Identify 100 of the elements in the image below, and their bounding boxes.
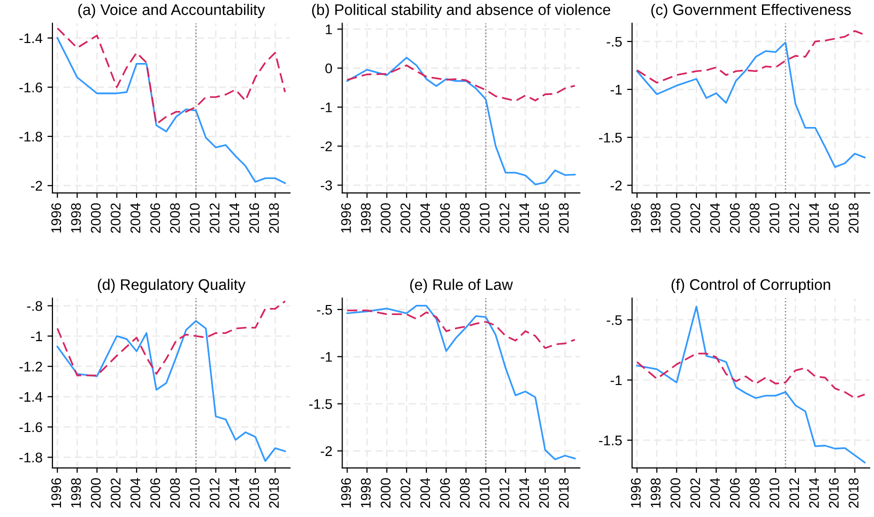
y-tick-label: -1.6	[19, 422, 42, 432]
x-tick-label: 2016	[539, 478, 549, 508]
y-tick-label: -3	[320, 180, 332, 190]
x-tick-label: 2000	[380, 478, 391, 508]
x-tick-label: 2010	[480, 478, 490, 508]
chart-title: (a) Voice and Accountability	[78, 4, 266, 18]
x-tick-label: 2000	[670, 203, 680, 233]
x-tick-label: 2008	[460, 478, 470, 508]
x-tick-label: 1998	[360, 203, 371, 233]
y-tick-label: -1.2	[19, 362, 42, 372]
x-tick-label: 2018	[558, 203, 569, 233]
x-tick-label: 2004	[710, 203, 720, 233]
line-series	[636, 30, 866, 84]
y-tick-label: 1	[326, 24, 332, 34]
x-tick-label: 2006	[440, 203, 450, 233]
y-tick-label: -2	[320, 446, 332, 456]
line-series	[56, 27, 286, 125]
x-tick-label: 2000	[670, 478, 680, 508]
x-tick-label: 1998	[71, 203, 81, 233]
x-tick-label: 2010	[480, 203, 490, 233]
x-tick-label: 2008	[170, 203, 180, 233]
x-tick-label: 2016	[828, 203, 839, 233]
x-tick-label: 2018	[269, 203, 279, 233]
y-tick-label: -.8	[27, 301, 42, 311]
x-tick-label: 1996	[630, 478, 641, 508]
x-tick-label: 2010	[190, 478, 200, 508]
x-tick-label: 1998	[71, 478, 81, 508]
x-tick-label: 2006	[440, 478, 450, 508]
x-tick-label: 2010	[769, 478, 780, 508]
x-tick-label: 2016	[828, 478, 839, 508]
x-tick-label: 2002	[110, 203, 121, 233]
x-tick-label: 2014	[809, 478, 819, 508]
chart-title: (d) Regulatory Quality	[98, 278, 246, 294]
y-tick-label: -2	[610, 180, 622, 190]
x-tick-label: 2010	[769, 203, 780, 233]
x-tick-label: 2012	[789, 478, 800, 508]
y-tick-label: -2	[30, 180, 42, 191]
x-tick-label: 2014	[229, 203, 240, 233]
line-series	[346, 56, 576, 186]
x-tick-label: 2002	[400, 203, 410, 233]
y-tick-label: -1	[320, 352, 332, 362]
x-tick-label: 2002	[400, 478, 410, 508]
x-tick-label: 2002	[690, 203, 700, 233]
x-tick-label: 2016	[539, 203, 549, 233]
x-tick-label: 2010	[190, 203, 200, 233]
y-tick-label: -1.8	[19, 452, 42, 462]
x-tick-label: 2014	[519, 478, 530, 508]
y-tick-label: -.5	[316, 304, 332, 315]
x-tick-label: 2016	[249, 203, 260, 233]
x-tick-label: 2014	[519, 203, 530, 233]
chart-title: (e) Rule of Law	[410, 278, 513, 294]
x-tick-label: 2000	[90, 203, 101, 233]
x-tick-label: 2000	[380, 203, 391, 233]
x-tick-label: 2000	[90, 478, 101, 508]
x-tick-label: 2012	[499, 203, 510, 233]
y-tick-label: -1.4	[19, 392, 42, 402]
line-series	[56, 37, 286, 184]
x-tick-label: 2018	[558, 478, 569, 508]
x-tick-label: 2006	[730, 203, 740, 233]
x-tick-label: 2018	[848, 203, 859, 233]
y-tick-label: 0	[325, 63, 332, 74]
x-tick-label: 1996	[341, 478, 351, 508]
line-series	[346, 304, 576, 460]
x-tick-label: 2008	[170, 478, 180, 508]
y-tick-label: -1	[30, 332, 42, 342]
x-tick-label: 2004	[130, 478, 140, 508]
x-tick-label: 1996	[51, 203, 62, 233]
x-tick-label: 2002	[110, 478, 121, 508]
x-tick-label: 2004	[420, 203, 430, 233]
y-tick-label: -1	[320, 102, 332, 112]
y-tick-label: -1.5	[599, 132, 622, 143]
x-tick-label: 2008	[460, 203, 470, 233]
y-tick-label: -2	[320, 141, 332, 152]
x-tick-label: 2016	[249, 478, 260, 508]
y-tick-label: -1.5	[309, 399, 332, 409]
line-series	[636, 306, 866, 464]
x-tick-label: 2018	[269, 478, 279, 508]
x-tick-label: 1998	[650, 478, 661, 508]
x-tick-label: 2014	[229, 478, 240, 508]
x-tick-label: 2006	[730, 478, 740, 508]
y-tick-label: -1.8	[19, 132, 42, 142]
x-tick-label: 2012	[499, 478, 510, 508]
line-series	[346, 310, 576, 349]
y-tick-label: -.5	[606, 36, 622, 47]
x-tick-label: 1996	[341, 203, 351, 233]
line-series	[636, 42, 866, 168]
x-tick-label: 2012	[789, 203, 800, 233]
y-tick-label: -1.5	[599, 436, 622, 446]
x-tick-label: 2012	[210, 203, 220, 233]
line-series	[636, 352, 866, 399]
line-series	[346, 64, 576, 102]
chart-title: (c) Government Effectiveness	[651, 4, 851, 18]
x-tick-label: 1996	[630, 203, 641, 233]
x-tick-label: 2008	[750, 478, 760, 508]
x-tick-label: 1996	[51, 478, 62, 508]
x-tick-label: 2012	[210, 478, 220, 508]
x-tick-label: 2006	[150, 478, 160, 508]
x-tick-label: 2004	[710, 478, 720, 508]
x-tick-label: 2002	[690, 478, 700, 508]
x-tick-label: 2014	[809, 203, 819, 233]
